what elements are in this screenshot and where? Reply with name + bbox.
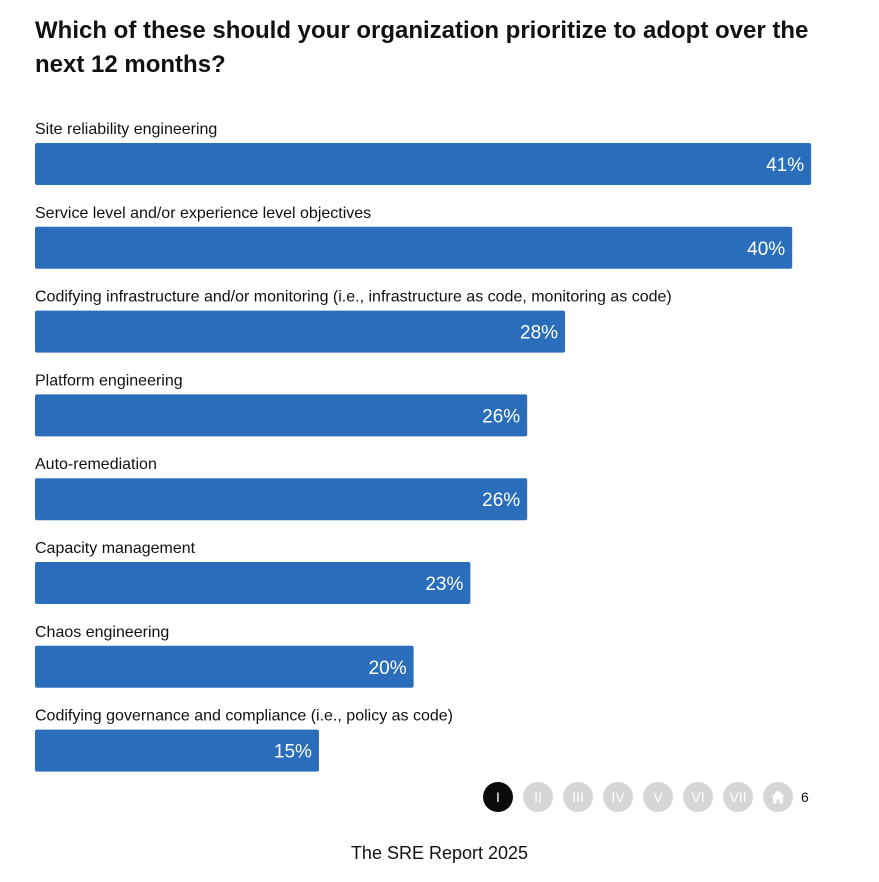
nav-item-1[interactable]: I	[483, 782, 513, 812]
nav-item-4[interactable]: IV	[603, 782, 633, 812]
page-number: 6	[801, 789, 809, 805]
data-label: 15%	[274, 742, 312, 763]
footer-text: The SRE Report 2025	[350, 843, 529, 863]
chart-title: Which of these should your organization …	[35, 17, 809, 78]
bar	[35, 478, 528, 521]
nav-item-6[interactable]: VI	[683, 782, 713, 812]
data-label: 26%	[482, 406, 520, 427]
section-nav: I II III IV V VI VII 6	[483, 781, 809, 813]
bar	[35, 729, 319, 772]
category-label: Codifying governance and compliance (i.e…	[35, 708, 453, 725]
category-label: Platform engineering	[35, 372, 183, 389]
nav-item-7[interactable]: VII	[723, 782, 753, 812]
data-label: 28%	[520, 323, 558, 344]
data-label: 40%	[747, 239, 785, 260]
bar	[35, 645, 414, 688]
bar	[35, 562, 471, 604]
category-label: Chaos engineering	[35, 624, 169, 641]
data-label: 20%	[369, 658, 407, 679]
category-label: Service level and/or experience level ob…	[35, 205, 371, 222]
bar	[35, 226, 793, 269]
data-label: 26%	[482, 490, 520, 511]
bar	[35, 310, 566, 353]
nav-item-5[interactable]: V	[643, 782, 673, 812]
data-label: 41%	[766, 155, 804, 176]
category-label: Codifying infrastructure and/or monitori…	[35, 289, 672, 306]
category-label: Auto-remediation	[35, 456, 157, 473]
bar-chart: Site reliability engineering 41% Service l…	[35, 121, 812, 772]
bar	[35, 394, 528, 437]
nav-item-3[interactable]: III	[563, 782, 593, 812]
category-label: Site reliability engineering	[35, 121, 217, 138]
nav-item-2[interactable]: II	[523, 782, 553, 812]
bar	[35, 143, 812, 185]
data-label: 23%	[425, 574, 463, 595]
home-button[interactable]	[763, 782, 793, 812]
home-icon	[771, 790, 785, 804]
category-label: Capacity management	[35, 540, 196, 557]
